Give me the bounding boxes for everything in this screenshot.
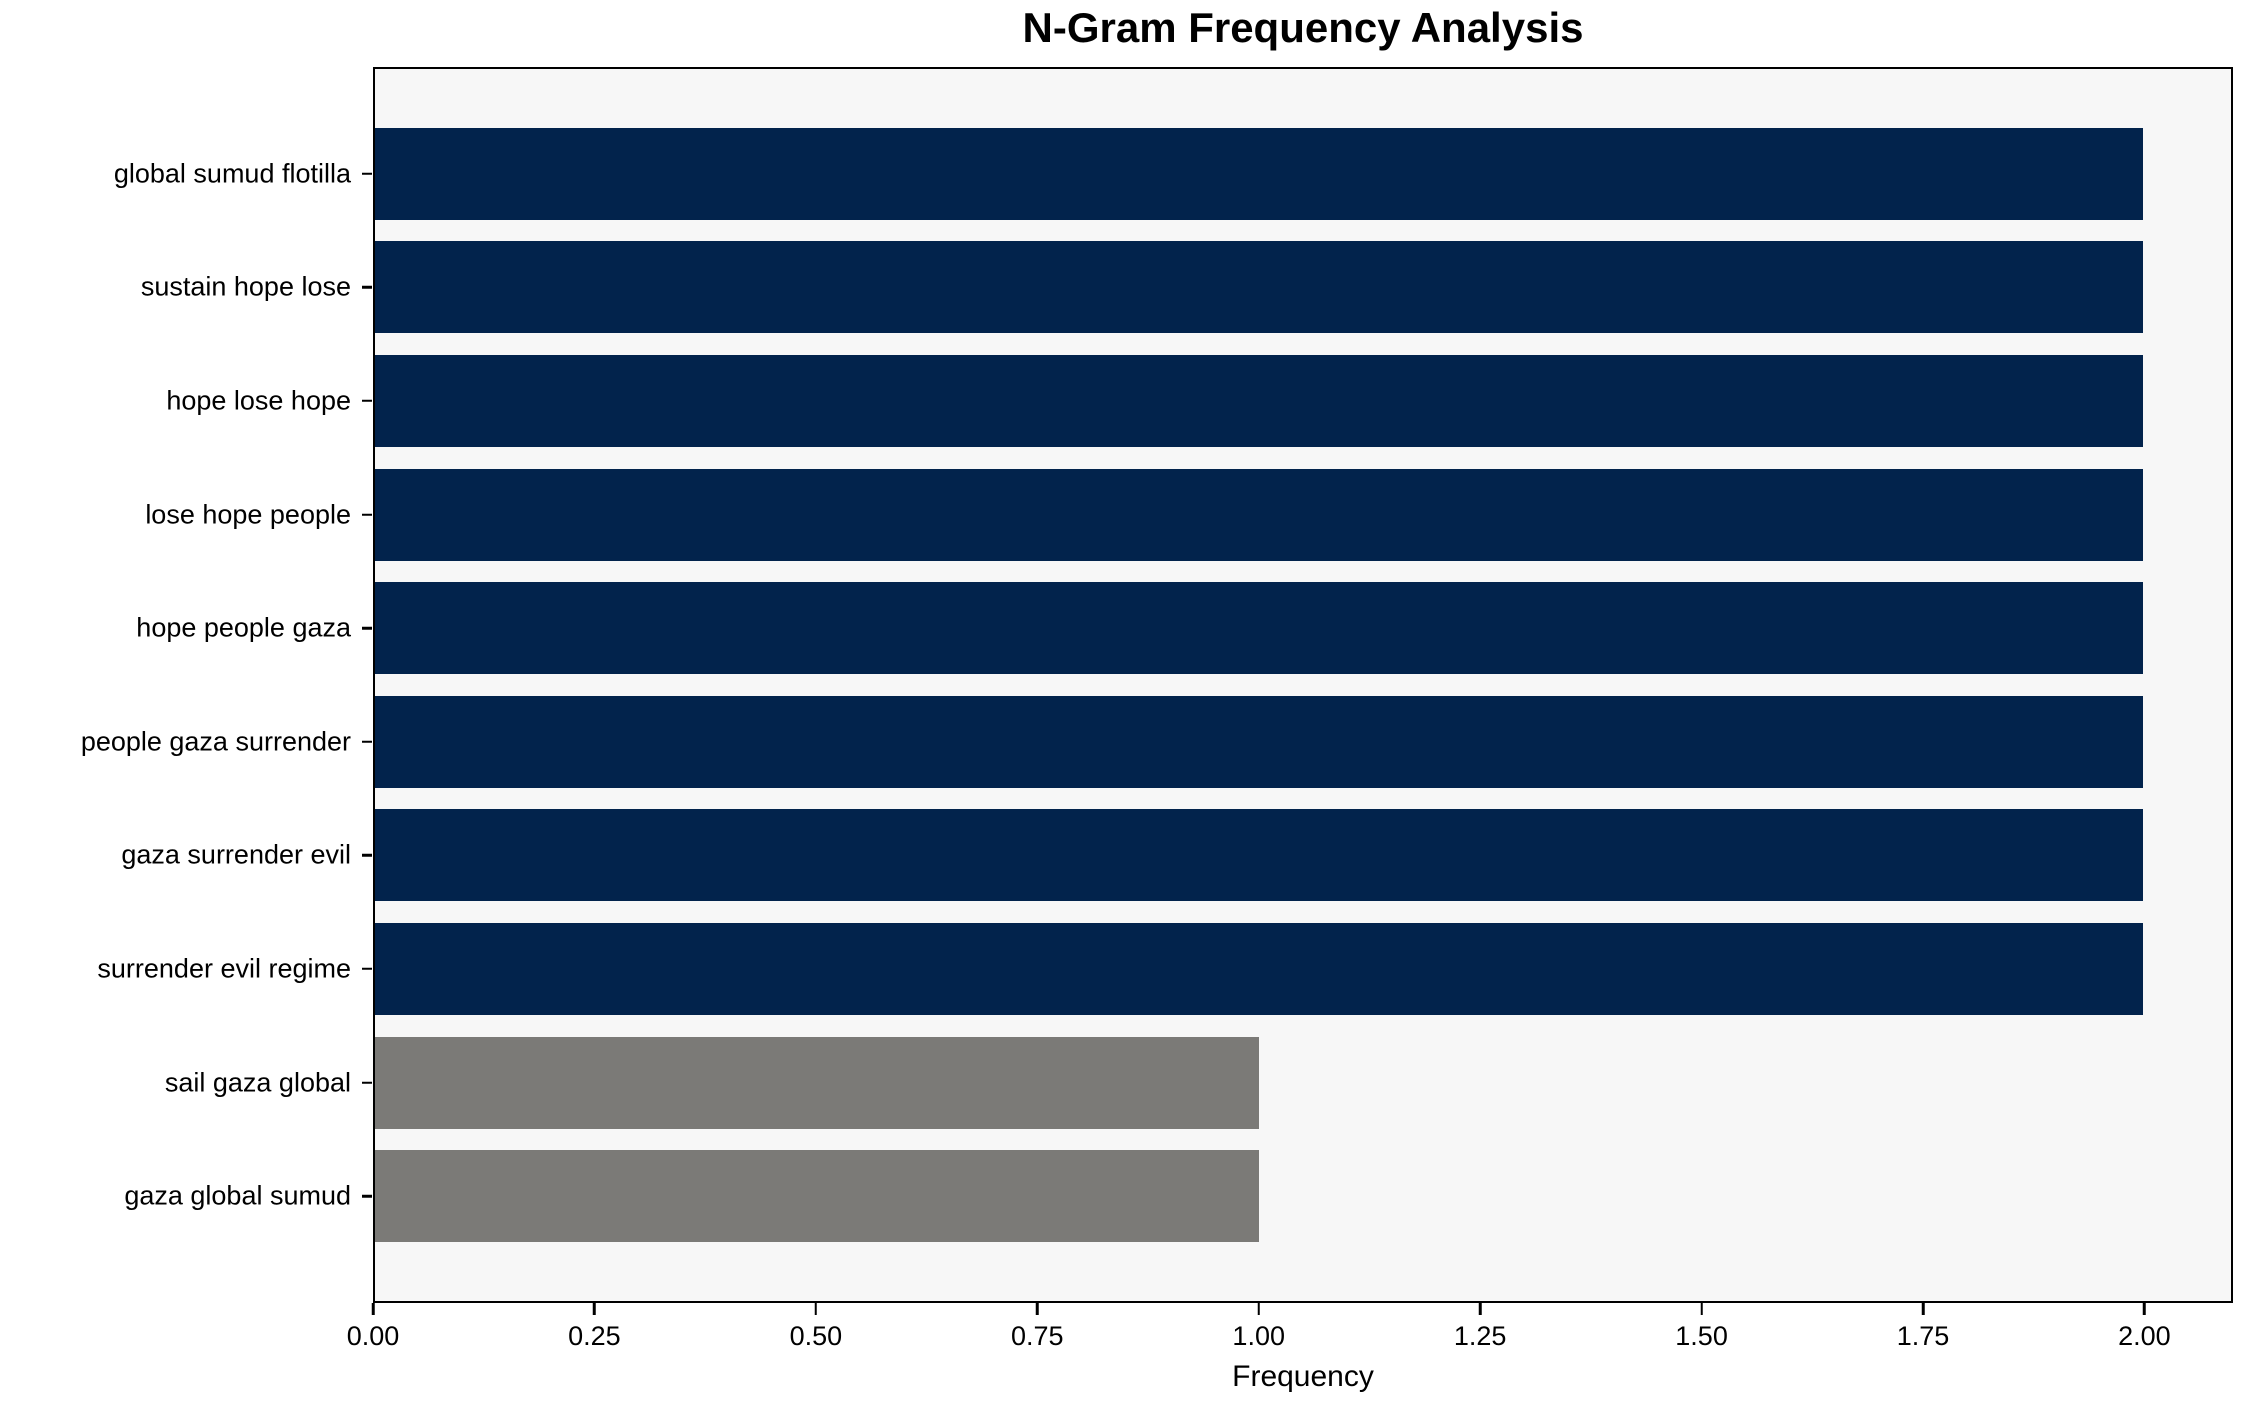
bar-row: lose hope people [145, 458, 2231, 572]
y-tick-label: global sumud flotilla [113, 158, 351, 189]
y-tick-mark [362, 399, 372, 403]
bar [375, 354, 2143, 447]
bar-row: gaza surrender evil [121, 799, 2231, 913]
y-tick-mark [362, 967, 372, 971]
x-tick-label: 1.75 [1896, 1321, 1950, 1351]
chart-title: N-Gram Frequency Analysis [1022, 4, 1584, 51]
bar-row: hope people gaza [136, 571, 2231, 685]
bar-row: global sumud flotilla [114, 117, 2231, 231]
x-tick-mark [1700, 1303, 1703, 1315]
x-tick-mark [814, 1303, 818, 1315]
y-tick-label: surrender evil regime [97, 953, 351, 984]
x-tick-mark [1257, 1303, 1260, 1315]
bar [375, 809, 2143, 902]
y-tick-mark [362, 626, 372, 630]
y-tick-label: lose hope people [145, 499, 351, 530]
x-tick-label: 1.25 [1453, 1321, 1507, 1351]
plot-area: global sumud flotilla sustain hope lose ho… [81, 67, 2233, 1303]
bar [375, 1150, 1259, 1243]
bar [375, 127, 2143, 220]
bar [375, 1036, 1259, 1129]
bar-row: gaza global sumud [124, 1139, 2231, 1253]
bars-container: global sumud flotilla sustain hope lose ho… [81, 69, 2231, 1301]
bar [375, 468, 2143, 561]
y-tick-label: sail gaza global [164, 1067, 351, 1098]
bar-row: surrender evil regime [97, 912, 2231, 1026]
y-tick-label: gaza global sumud [124, 1180, 351, 1211]
x-tick-label: 0.00 [346, 1321, 400, 1351]
bar [375, 695, 2143, 788]
y-tick-mark [362, 1081, 372, 1084]
y-tick-mark [362, 1194, 372, 1198]
y-tick-mark [362, 172, 372, 176]
y-tick-label: hope lose hope [166, 385, 351, 416]
bar-row: hope lose hope [166, 344, 2231, 458]
x-tick-label: 0.25 [568, 1321, 621, 1351]
x-tick-mark [1036, 1303, 1039, 1315]
x-tick-mark [2143, 1303, 2146, 1315]
y-tick-mark [362, 286, 372, 289]
x-tick-label: 2.00 [2118, 1321, 2171, 1351]
y-tick-label: hope people gaza [136, 612, 351, 643]
x-tick-mark [1478, 1303, 1482, 1315]
bar [375, 241, 2143, 334]
bar-row: people gaza surrender [81, 685, 2231, 799]
x-tick-mark [593, 1303, 596, 1315]
y-tick-label: gaza surrender evil [121, 839, 351, 870]
x-tick-label: 0.50 [789, 1321, 843, 1351]
bar [375, 582, 2143, 675]
x-tick-mark [1921, 1303, 1925, 1315]
x-tick-label: 0.75 [1011, 1321, 1064, 1351]
x-tick-mark [371, 1303, 375, 1315]
x-tick-label: 1.00 [1232, 1321, 1285, 1351]
x-axis-label: Frequency [1232, 1360, 1374, 1393]
bar-row: sustain hope lose [141, 231, 2231, 345]
y-tick-mark [362, 854, 372, 857]
y-tick-mark [362, 513, 372, 516]
y-tick-label: people gaza surrender [80, 726, 351, 757]
x-tick-label: 1.50 [1675, 1321, 1728, 1351]
bar-row: sail gaza global [165, 1026, 2231, 1140]
bar [375, 922, 2143, 1015]
y-tick-mark [362, 740, 372, 744]
y-tick-label: sustain hope lose [140, 271, 351, 302]
